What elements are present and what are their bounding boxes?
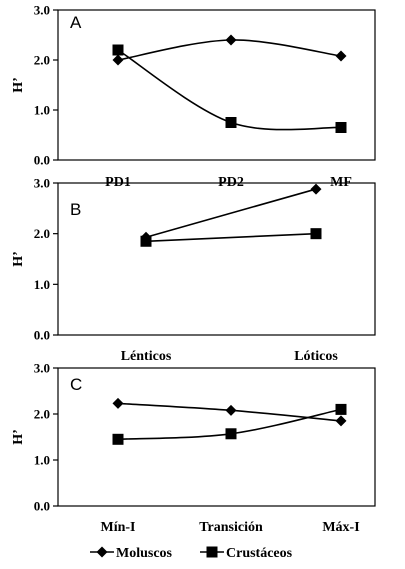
point-crustaceos [112, 44, 124, 56]
y-tick-label: 2.0 [34, 407, 50, 422]
series-line-crustaceos [145, 232, 317, 243]
x-tick-label: Mín-I [101, 520, 136, 535]
y-tick-label: 1.0 [34, 103, 50, 118]
y-tick-label: 2.0 [34, 53, 50, 68]
y-tick-label: 3.0 [34, 3, 50, 18]
point-moluscos [112, 397, 124, 409]
legend-label: Moluscos [116, 546, 173, 561]
plot-frame [57, 9, 376, 161]
x-tick-label: Transición [199, 520, 263, 535]
point-crustaceos [112, 433, 124, 445]
legend-label: Crustáceos [226, 546, 293, 561]
panel-label: C [70, 375, 82, 394]
y-axis-label: H’ [11, 251, 26, 267]
y-tick-label: 3.0 [34, 361, 50, 376]
x-tick-label: Lénticos [121, 349, 172, 364]
x-tick-label: Lóticos [294, 349, 338, 364]
point-crustaceos [140, 235, 152, 247]
y-tick-label: 1.0 [34, 277, 50, 292]
panel-label: B [70, 200, 81, 219]
point-moluscos [112, 54, 124, 66]
y-tick-label: 1.0 [34, 453, 50, 468]
series-line-moluscos [145, 188, 317, 238]
point-moluscos [225, 404, 237, 416]
point-moluscos [335, 415, 347, 427]
y-axis-label: H’ [11, 77, 26, 93]
point-crustaceos [335, 122, 347, 133]
y-axis-label: H’ [11, 429, 26, 445]
plot-frame [57, 182, 376, 336]
legend-marker-diamond [96, 546, 108, 558]
point-crustaceos [335, 403, 347, 415]
panel-label: A [70, 13, 82, 32]
plot-frame [57, 367, 376, 507]
point-moluscos [335, 50, 347, 62]
x-tick-label: Máx-I [322, 520, 359, 535]
point-crustaceos [225, 117, 237, 128]
panel-c: 0.0 1.0 2.0 3.0 H’ C Mín-I Transición Máx-I [11, 361, 376, 535]
point-moluscos [225, 34, 237, 46]
y-tick-label: 0.0 [34, 328, 50, 343]
point-crustaceos [310, 228, 322, 240]
y-tick-label: 0.0 [34, 499, 50, 514]
y-tick-label: 0.0 [34, 153, 50, 168]
point-moluscos [310, 183, 322, 195]
point-crustaceos [225, 428, 237, 440]
legend-marker-square [206, 546, 218, 558]
y-tick-label: 3.0 [34, 176, 50, 191]
legend: Moluscos Crustáceos [90, 546, 293, 561]
panel-b: 0.0 1.0 2.0 3.0 H’ B Lénticos Lóticos [11, 176, 376, 364]
y-tick-label: 2.0 [34, 226, 50, 241]
